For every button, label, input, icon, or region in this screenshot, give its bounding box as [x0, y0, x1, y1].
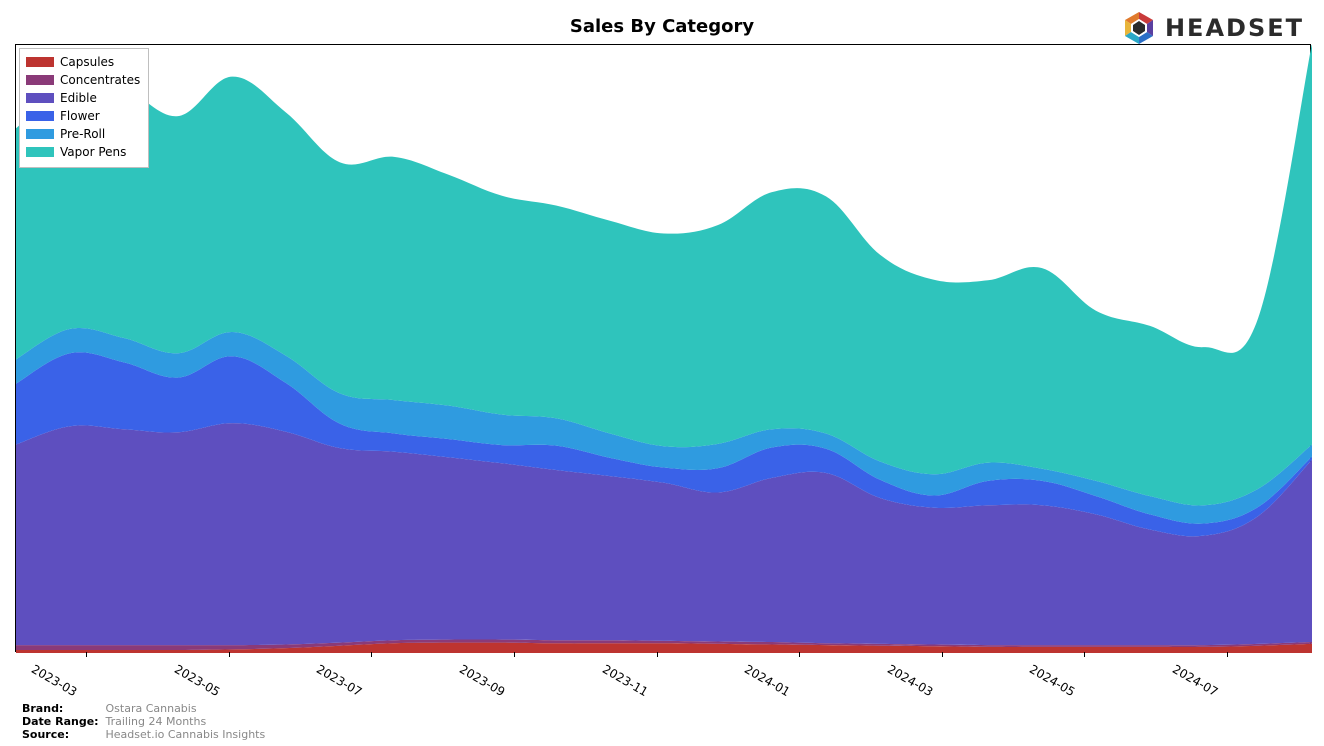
x-tick-label: 2024-05	[1027, 662, 1077, 699]
meta-label: Source:	[22, 728, 102, 741]
legend-swatch	[26, 147, 54, 157]
legend-swatch	[26, 111, 54, 121]
legend: CapsulesConcentratesEdibleFlowerPre-Roll…	[19, 48, 149, 168]
x-tick-mark	[514, 652, 515, 657]
legend-label: Pre-Roll	[60, 125, 105, 143]
x-tick-label: 2023-05	[172, 662, 222, 699]
legend-swatch	[26, 129, 54, 139]
legend-item-flower: Flower	[26, 107, 140, 125]
x-tick-mark	[657, 652, 658, 657]
legend-item-concentrates: Concentrates	[26, 71, 140, 89]
legend-label: Concentrates	[60, 71, 140, 89]
x-tick-label: 2023-03	[29, 662, 79, 699]
meta-value: Trailing 24 Months	[102, 715, 206, 728]
chart-container: { "title": "Sales By Category", "title_f…	[0, 0, 1324, 746]
x-tick-mark	[942, 652, 943, 657]
legend-item-edible: Edible	[26, 89, 140, 107]
meta-value: Headset.io Cannabis Insights	[102, 728, 265, 741]
legend-label: Capsules	[60, 53, 114, 71]
legend-label: Edible	[60, 89, 97, 107]
x-tick-mark	[229, 652, 230, 657]
x-tick-label: 2024-03	[885, 662, 935, 699]
meta-row: Brand: Ostara Cannabis	[22, 702, 265, 715]
chart-plot-area: CapsulesConcentratesEdibleFlowerPre-Roll…	[15, 44, 1311, 652]
meta-label: Date Range:	[22, 715, 102, 728]
legend-item-pre-roll: Pre-Roll	[26, 125, 140, 143]
x-tick-label: 2023-11	[600, 662, 650, 699]
meta-value: Ostara Cannabis	[102, 702, 197, 715]
legend-label: Vapor Pens	[60, 143, 126, 161]
x-tick-mark	[86, 652, 87, 657]
x-tick-label: 2023-09	[457, 662, 507, 699]
meta-row: Date Range: Trailing 24 Months	[22, 715, 265, 728]
x-tick-label: 2023-07	[314, 662, 364, 699]
legend-item-capsules: Capsules	[26, 53, 140, 71]
legend-label: Flower	[60, 107, 100, 125]
stacked-area-svg	[16, 45, 1312, 653]
x-tick-mark	[799, 652, 800, 657]
legend-swatch	[26, 93, 54, 103]
chart-title: Sales By Category	[0, 16, 1324, 37]
x-tick-label: 2024-07	[1170, 662, 1220, 699]
legend-swatch	[26, 57, 54, 67]
chart-meta-footer: Brand: Ostara CannabisDate Range: Traili…	[22, 702, 265, 741]
x-tick-label: 2024-01	[742, 662, 792, 699]
x-tick-mark	[1084, 652, 1085, 657]
x-tick-mark	[371, 652, 372, 657]
legend-swatch	[26, 75, 54, 85]
meta-row: Source: Headset.io Cannabis Insights	[22, 728, 265, 741]
legend-item-vapor-pens: Vapor Pens	[26, 143, 140, 161]
x-tick-mark	[1227, 652, 1228, 657]
meta-label: Brand:	[22, 702, 102, 715]
